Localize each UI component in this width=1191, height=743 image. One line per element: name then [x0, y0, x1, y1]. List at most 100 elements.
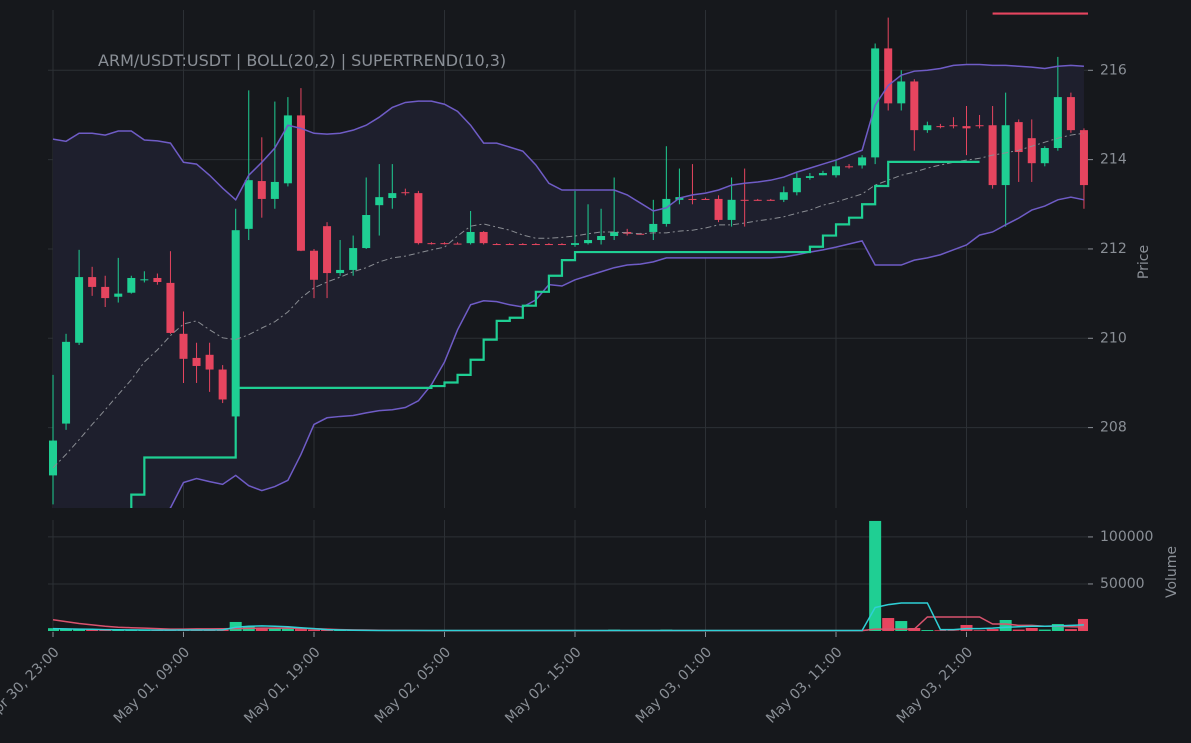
x-tick-label: May 02, 15:00	[502, 644, 584, 726]
volume-bar	[86, 629, 99, 631]
volume-bar	[73, 629, 86, 631]
y-tick-label: 208	[1100, 420, 1127, 436]
x-tick-label: May 03, 21:00	[894, 644, 976, 726]
candle-body	[453, 243, 462, 245]
candle-body	[845, 166, 854, 168]
candle-body	[336, 269, 345, 274]
candle-body	[1001, 125, 1010, 186]
chart-title: ARM/USDT:USDT | BOLL(20,2) | SUPERTREND(…	[98, 51, 506, 70]
candle-body	[832, 166, 840, 176]
candle-body	[140, 279, 149, 281]
candle-body	[270, 181, 279, 199]
candle-body	[597, 235, 606, 241]
candle-body	[492, 244, 501, 246]
candle-body	[1079, 130, 1088, 186]
y-tick-label: 210	[1100, 330, 1127, 346]
volume-bar	[921, 630, 934, 631]
candle-body	[975, 125, 984, 127]
y-axis-label: Price	[1136, 245, 1152, 279]
candle-body	[466, 231, 475, 244]
candle-body	[818, 173, 827, 176]
candle-body	[701, 198, 710, 200]
candle-body	[858, 157, 867, 166]
candle-body	[414, 193, 423, 244]
volume-bar	[48, 628, 59, 631]
volume-bar	[268, 627, 281, 631]
candle-body	[871, 48, 880, 158]
candle-body	[1040, 148, 1049, 164]
volume-bar	[1064, 629, 1077, 631]
x-tick-label: May 03, 11:00	[763, 644, 845, 726]
volume-bar	[895, 621, 908, 631]
volume-bar	[308, 629, 320, 631]
candle-body	[349, 248, 358, 270]
volume-bar	[882, 618, 895, 631]
candle-body	[479, 231, 488, 244]
candle-body	[740, 199, 749, 201]
candle-body	[884, 48, 893, 104]
y-tick-label: 100000	[1100, 529, 1153, 545]
candle-body	[388, 193, 397, 199]
series-line	[169, 196, 1085, 508]
candle-body	[62, 341, 71, 424]
price-panel	[49, 12, 1088, 508]
candle-body	[310, 250, 318, 280]
volume-bar	[1012, 629, 1025, 631]
volume-bar	[229, 621, 242, 631]
candle-body	[153, 277, 162, 283]
candle-body	[936, 126, 945, 128]
x-tick-label: May 02, 05:00	[372, 644, 454, 726]
y-tick-label: 212	[1100, 241, 1127, 257]
volume-bar	[869, 520, 882, 631]
candle-body	[257, 181, 266, 199]
candle-body	[427, 243, 436, 245]
band-fill	[53, 64, 1084, 508]
candle-body	[1014, 122, 1023, 153]
candle-body	[401, 192, 410, 194]
volume-bar	[999, 619, 1012, 631]
candle-body	[101, 286, 110, 299]
volume-bar	[934, 630, 947, 631]
volume-bar	[1051, 624, 1064, 631]
x-tick-label: May 01, 19:00	[241, 644, 323, 726]
candle-body	[88, 277, 97, 287]
volume-bar	[294, 629, 307, 631]
candle-body	[949, 125, 958, 127]
y-tick-label: 214	[1100, 152, 1127, 168]
candle-body	[805, 176, 814, 178]
series-line	[52, 602, 1084, 632]
candle-body	[910, 81, 919, 131]
candle-body	[727, 199, 736, 220]
y-tick-label: 216	[1100, 62, 1127, 78]
x-tick-label: May 03, 01:00	[633, 644, 715, 726]
volume-panel	[48, 520, 1088, 632]
candle-body	[610, 231, 619, 236]
candle-body	[662, 198, 671, 224]
x-tick-label: Apr 30, 23:00	[0, 644, 63, 723]
candle-body	[518, 244, 527, 246]
candle-body	[923, 125, 932, 131]
series-line	[52, 616, 1084, 632]
candle-body	[1066, 97, 1075, 131]
candle-body	[323, 226, 332, 274]
candle-body	[544, 244, 553, 246]
candle-body	[244, 180, 253, 229]
candle-body	[779, 192, 788, 200]
candle-body	[75, 277, 84, 343]
volume-bar	[973, 630, 986, 631]
y-tick-label: 50000	[1100, 576, 1145, 592]
volume-bar	[1025, 627, 1038, 631]
candle-body	[649, 223, 658, 232]
candle-body	[531, 244, 540, 246]
candle-body	[218, 369, 227, 400]
candle-body	[192, 357, 201, 366]
candle-body	[557, 244, 566, 246]
x-tick-label: May 01, 09:00	[111, 644, 193, 726]
volume-bar	[281, 628, 294, 631]
candle-body	[962, 126, 971, 129]
volume-bar	[99, 629, 112, 631]
candle-body	[296, 115, 305, 251]
candle-body	[688, 198, 697, 200]
candle-body	[766, 199, 775, 201]
